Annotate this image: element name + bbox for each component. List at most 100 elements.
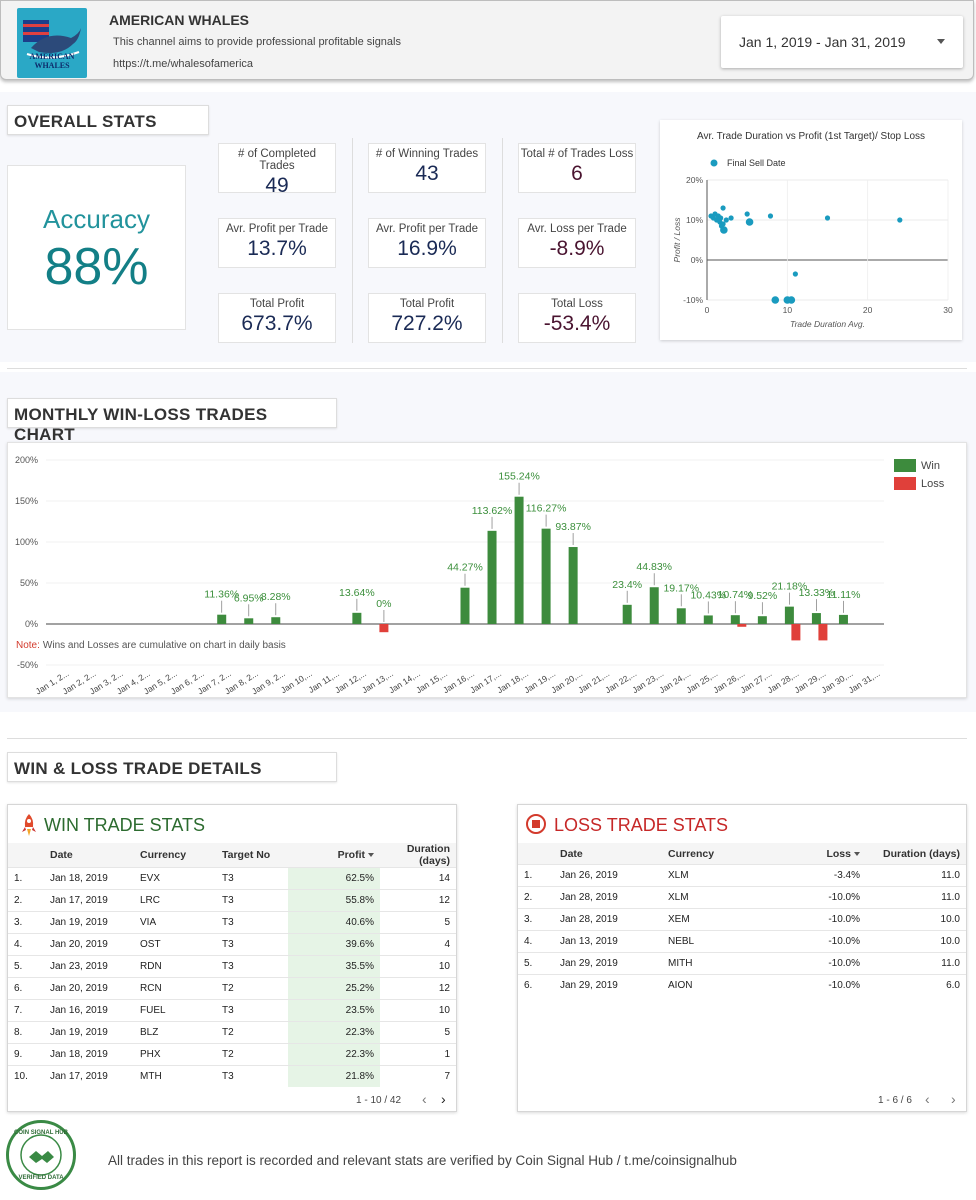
col-date[interactable]: Date [44,843,134,868]
cell-loss: -10.0% [784,930,866,953]
brand-url[interactable]: https://t.me/whalesofamerica [113,58,254,70]
col-duration[interactable]: Duration (days) [866,843,966,865]
data-label: 11.11% [826,589,860,601]
col-profit[interactable]: Profit [288,843,380,868]
cell-target: T3 [216,955,288,978]
loss-bar[interactable] [818,624,828,641]
divider [352,138,353,343]
date-range-picker[interactable]: Jan 1, 2019 - Jan 31, 2019 [721,16,963,68]
badge-bottom-text: VERIFIED DATA [18,1175,64,1181]
cell-date: Jan 20, 2019 [44,977,134,1000]
win-bar[interactable] [757,616,767,624]
row-index: 1. [8,867,44,890]
data-label: 8.28% [261,591,291,603]
win-bar[interactable] [622,604,632,624]
win-bar[interactable] [352,612,362,624]
win-bar[interactable] [271,617,281,624]
date-range-label: Jan 1, 2019 - Jan 31, 2019 [739,34,906,50]
stat-value: -8.9% [549,237,605,260]
table-row[interactable]: 10. Jan 17, 2019 MTH T3 21.8% 7 [8,1065,456,1087]
table-row[interactable]: 8. Jan 19, 2019 BLZ T2 22.3% 5 [8,1021,456,1044]
cell-profit: 21.8% [288,1065,380,1087]
table-row[interactable]: 2. Jan 17, 2019 LRC T3 55.8% 12 [8,889,456,912]
table-row[interactable]: 3. Jan 19, 2019 VIA T3 40.6% 5 [8,911,456,934]
cell-currency: NEBL [662,930,784,953]
win-bar[interactable] [460,587,470,624]
table-row[interactable]: 3. Jan 28, 2019 XEM -10.0% 10.0 [518,908,966,931]
loss-bar[interactable] [791,624,801,641]
win-bar[interactable] [676,608,686,624]
data-label: 13.64% [339,587,375,599]
cell-currency: XLM [662,886,784,909]
win-bar[interactable] [811,613,821,624]
legend-label: Final Sell Date [727,158,786,168]
win-bar[interactable] [568,547,578,624]
divider [502,138,503,343]
cell-currency: MTH [134,1065,216,1087]
cell-profit: 22.3% [288,1021,380,1044]
table-row[interactable]: 1. Jan 18, 2019 EVX T3 62.5% 14 [8,867,456,890]
table-row[interactable]: 5. Jan 29, 2019 MITH -10.0% 11.0 [518,952,966,975]
brand-name: AMERICAN WHALES [109,12,249,28]
win-bar[interactable] [514,496,524,624]
loss-bar[interactable] [737,624,747,627]
loss-bar[interactable] [379,624,389,633]
win-bar[interactable] [730,615,740,624]
col-date[interactable]: Date [554,843,662,865]
prev-page-icon[interactable]: ‹ [925,1091,930,1107]
table-row[interactable]: 9. Jan 18, 2019 PHX T2 22.3% 1 [8,1043,456,1066]
stat-label: Avr. Profit per Trade [375,223,479,235]
next-page-icon[interactable]: › [441,1091,446,1107]
table-row[interactable]: 7. Jan 16, 2019 FUEL T3 23.5% 10 [8,999,456,1022]
win-bar[interactable] [541,528,551,624]
prev-page-icon[interactable]: ‹ [422,1091,427,1107]
win-bar[interactable] [487,530,497,624]
table-row[interactable]: 2. Jan 28, 2019 XLM -10.0% 11.0 [518,886,966,909]
table-row[interactable]: 5. Jan 23, 2019 RDN T3 35.5% 10 [8,955,456,978]
data-label: 21.18% [772,581,808,593]
col-duration[interactable]: Duration (days) [380,843,456,868]
win-bar[interactable] [703,615,713,624]
col-currency[interactable]: Currency [134,843,216,868]
table-row[interactable]: 1. Jan 26, 2019 XLM -3.4% 11.0 [518,864,966,887]
cell-target: T3 [216,1065,288,1087]
cell-duration: 10 [380,955,456,978]
x-axis-label: Trade Duration Avg. [790,319,865,329]
y-tick-label: 0% [691,255,704,265]
win-bar[interactable] [838,614,848,624]
legend-loss-label: Loss [921,478,945,490]
table-row[interactable]: 6. Jan 29, 2019 AION -10.0% 6.0 [518,974,966,996]
next-page-icon[interactable]: › [951,1091,956,1107]
scatter-chart-card: Avr. Trade Duration vs Profit (1st Targe… [660,120,962,340]
sort-desc-icon[interactable] [368,853,374,858]
brand-description: This channel aims to provide professiona… [113,36,401,48]
win-bar[interactable] [217,614,227,624]
cell-duration: 6.0 [866,974,966,996]
table-row[interactable]: 4. Jan 13, 2019 NEBL -10.0% 10.0 [518,930,966,953]
y-tick-label: 0% [25,619,38,629]
win-bar[interactable] [244,618,254,624]
col-target[interactable]: Target No [216,843,288,868]
brand-logo: AMERICAN WHALES [17,8,87,78]
win-bar[interactable] [784,606,794,624]
y-tick-label: -10% [683,295,703,305]
table-row[interactable]: 6. Jan 20, 2019 RCN T2 25.2% 12 [8,977,456,1000]
y-tick-label: 100% [15,537,38,547]
cell-profit: 35.5% [288,955,380,978]
accuracy-value: 88% [44,238,149,296]
win-bar[interactable] [649,587,659,624]
col-loss[interactable]: Loss [784,843,866,865]
data-label: 44.83% [636,561,672,573]
table-row[interactable]: 4. Jan 20, 2019 OST T3 39.6% 4 [8,933,456,956]
cell-currency: XLM [662,864,784,887]
cell-currency: BLZ [134,1021,216,1044]
chart-note-text: Wins and Losses are cumulative on chart … [43,640,286,651]
stat-value: 727.2% [391,312,463,335]
col-currency[interactable]: Currency [662,843,784,865]
stop-icon [526,814,546,834]
row-index: 10. [8,1065,44,1087]
y-tick-label: 150% [15,496,38,506]
chevron-down-icon[interactable] [937,39,945,44]
x-tick-label: Jan 31,... [847,668,882,695]
sort-desc-icon[interactable] [854,851,860,856]
